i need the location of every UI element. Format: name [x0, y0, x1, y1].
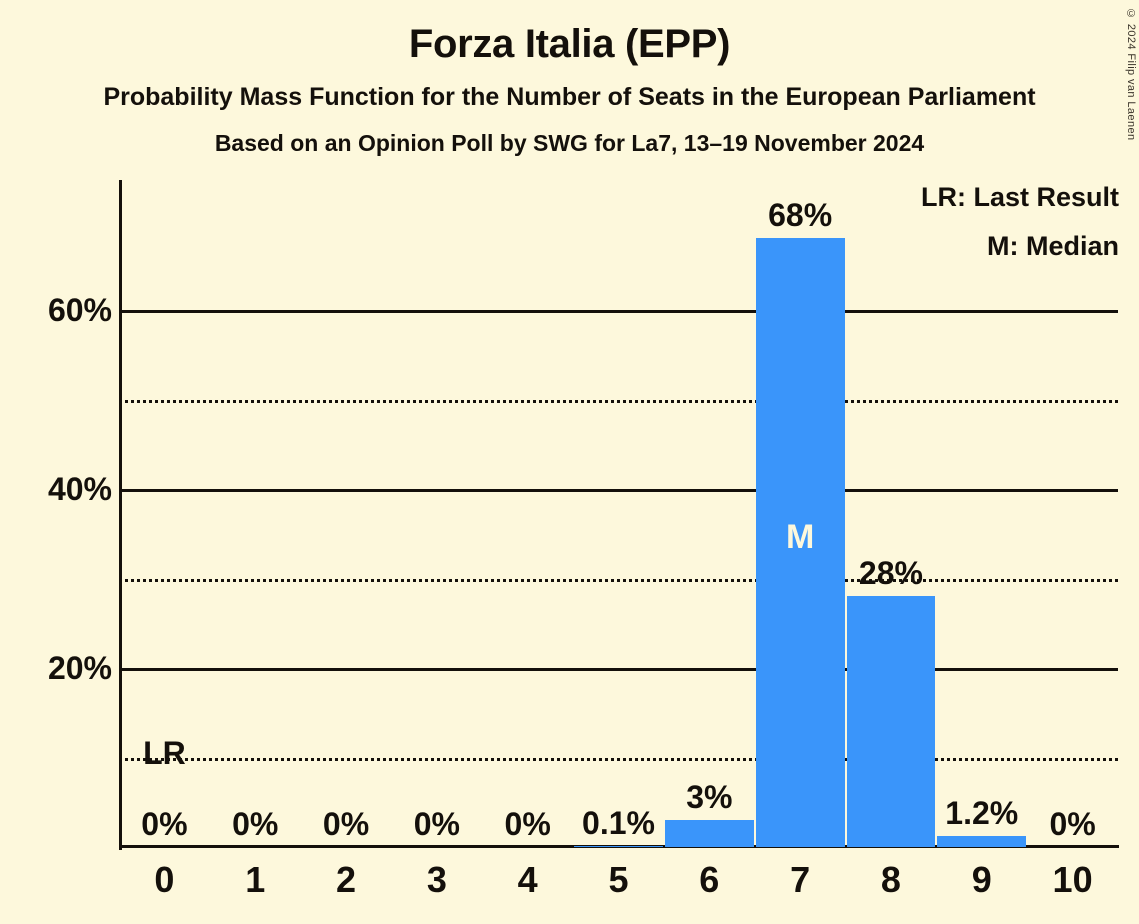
bar-seats-7 [755, 238, 845, 847]
x-tick-label-3: 3 [426, 859, 447, 900]
x-tick-label-8: 8 [880, 859, 901, 900]
bar-value-label-8: 28% [858, 555, 923, 592]
chart-source-note: Based on an Opinion Poll by SWG for La7,… [214, 130, 925, 156]
bar-value-label-9: 1.2% [945, 795, 1019, 832]
x-tick-label-7: 7 [790, 859, 811, 900]
chart-title-block: Forza Italia (EPP) Probability Mass Func… [0, 0, 1139, 155]
page-title: Forza Italia (EPP) [408, 22, 731, 66]
x-tick-label-5: 5 [608, 859, 629, 900]
median-marker: M [785, 518, 815, 557]
gridline-40 [119, 489, 1118, 492]
y-axis-tick-labels: 20% 40% 60% [0, 180, 112, 847]
gridline-30 [119, 578, 1118, 582]
gridline-60 [119, 310, 1118, 313]
x-tick-label-6: 6 [699, 859, 720, 900]
bar-seats-5 [574, 846, 663, 847]
x-tick-label-10: 10 [1052, 859, 1093, 900]
y-axis-line [119, 180, 122, 850]
bar-seats-8 [846, 596, 936, 847]
copyright-notice: © 2024 Filip van Laenen [1125, 8, 1137, 141]
bar-value-label-3: 0% [413, 806, 460, 842]
bar-seats-9 [937, 836, 1027, 847]
bar-value-label-2: 0% [322, 806, 370, 842]
y-tick-label-20%: 20% [47, 650, 112, 686]
x-tick-label-9: 9 [971, 859, 992, 900]
bar-value-label-0: 0% [141, 806, 188, 842]
bar-value-label-5: 0.1% [582, 805, 655, 842]
gridline-10 [119, 757, 1118, 761]
bar-value-label-10: 0% [1049, 806, 1096, 842]
last-result-marker: LR [143, 734, 186, 771]
bar-value-label-7: 68% [768, 197, 833, 234]
x-tick-label-2: 2 [336, 859, 357, 900]
bar-value-label-6: 3% [686, 779, 733, 816]
legend-item-last-result: LR: Last Result [920, 182, 1119, 212]
gridline-20 [119, 668, 1118, 671]
x-tick-label-1: 1 [245, 859, 266, 900]
y-tick-label-40%: 40% [47, 471, 112, 507]
bar-value-label-1: 0% [232, 806, 279, 842]
x-tick-label-0: 0 [154, 859, 175, 900]
y-tick-label-60%: 60% [47, 292, 112, 328]
bar-value-label-4: 0% [504, 806, 551, 842]
x-axis-tick-labels: 0 1 2 3 4 5 6 7 8 9 10 [119, 862, 1118, 912]
gridline-50 [119, 399, 1118, 403]
legend-item-median: M: Median [987, 231, 1119, 261]
x-tick-label-4: 4 [517, 859, 538, 900]
plot-area: 0% LR 0% 0% 0% 0% 0.1% 3% 68% M 28% 1.2% 0% [119, 180, 1118, 847]
chart-legend: LR: Last Result M: Median [921, 184, 1119, 282]
bar-seats-6 [664, 820, 754, 847]
chart-subtitle: Probability Mass Function for the Number… [103, 83, 1036, 111]
